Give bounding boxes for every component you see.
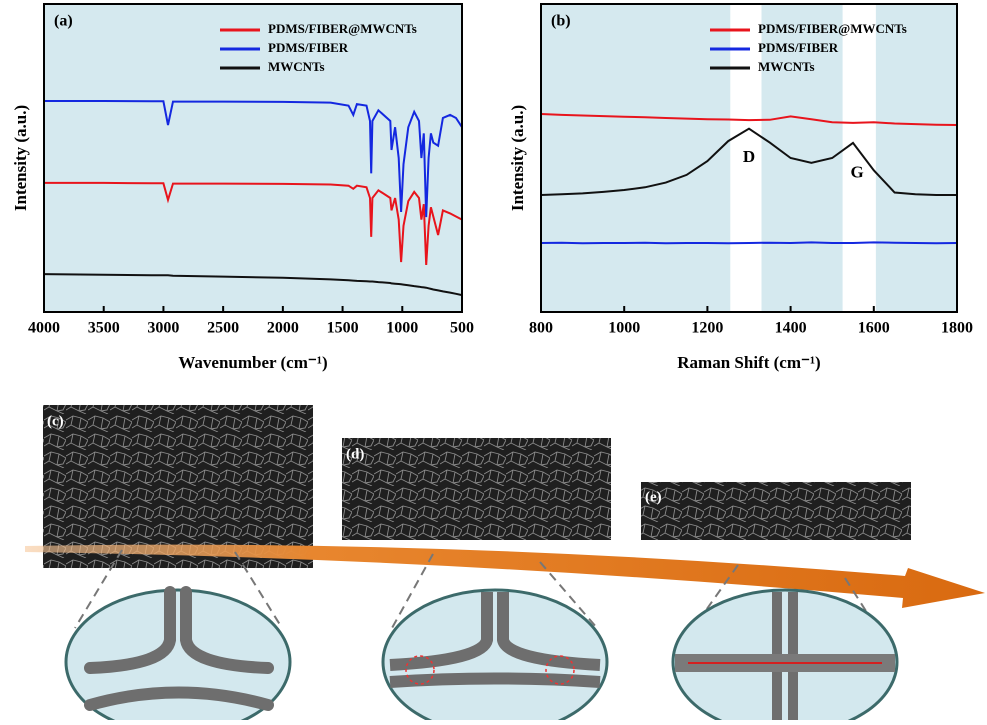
x-tick-label: 1200 [691,320,723,337]
legend-label: PDMS/FIBER [758,40,839,55]
peak-label: D [743,147,755,166]
x-tick-label: 3000 [147,320,179,337]
y-axis-title: Intensity (a.u.) [508,105,527,211]
x-tick-label: 1600 [858,320,890,337]
x-tick-label: 4000 [28,320,60,337]
x-tick-label: 1000 [608,320,640,337]
x-axis-title: Wavenumber (cm⁻¹) [178,353,327,372]
legend-label: MWCNTs [758,59,815,74]
x-tick-label: 500 [450,320,474,337]
legend-label: PDMS/FIBER [268,40,349,55]
foam-image [43,405,313,568]
x-tick-label: 1500 [327,320,359,337]
y-axis-title: Intensity (a.u.) [11,105,30,211]
schematic [66,590,290,720]
x-tick-label: 800 [529,320,553,337]
spectrum-line [541,242,957,243]
x-tick-label: 1400 [775,320,807,337]
foam-image [641,482,911,540]
figure: (c) (d) (e) PDMS/FIBER@MWCNTs PDMS/FIBER M… [0,0,987,720]
images: (c) (d) (e) [43,405,911,568]
x-tick-label: 1800 [941,320,973,337]
panel-label: (a) [54,13,73,30]
x-tick-label: 2500 [207,320,239,337]
schematics [66,590,897,720]
x-tick-label: 1000 [386,320,418,337]
x-axis-title: Raman Shift (cm⁻¹) [677,353,820,372]
image-label: (e) [645,489,662,505]
foam-image [342,438,611,540]
image-label: (d) [346,446,364,462]
legend-label: MWCNTs [268,59,325,74]
panel-label: (b) [551,13,571,30]
peak-label: G [851,162,864,181]
x-tick-label: 3500 [88,320,120,337]
legend-label: PDMS/FIBER@MWCNTs [758,21,907,36]
schematic [383,590,607,720]
legend-label: PDMS/FIBER@MWCNTs [268,21,417,36]
schematic [673,590,897,720]
x-tick-label: 2000 [267,320,299,337]
image-label: (c) [47,413,64,429]
chart: PDMS/FIBER@MWCNTs PDMS/FIBER MWCNTs D G 800 10… [508,4,973,372]
chart: PDMS/FIBER@MWCNTs PDMS/FIBER MWCNTs 4000 350… [11,4,474,372]
highlight-band [843,4,876,312]
